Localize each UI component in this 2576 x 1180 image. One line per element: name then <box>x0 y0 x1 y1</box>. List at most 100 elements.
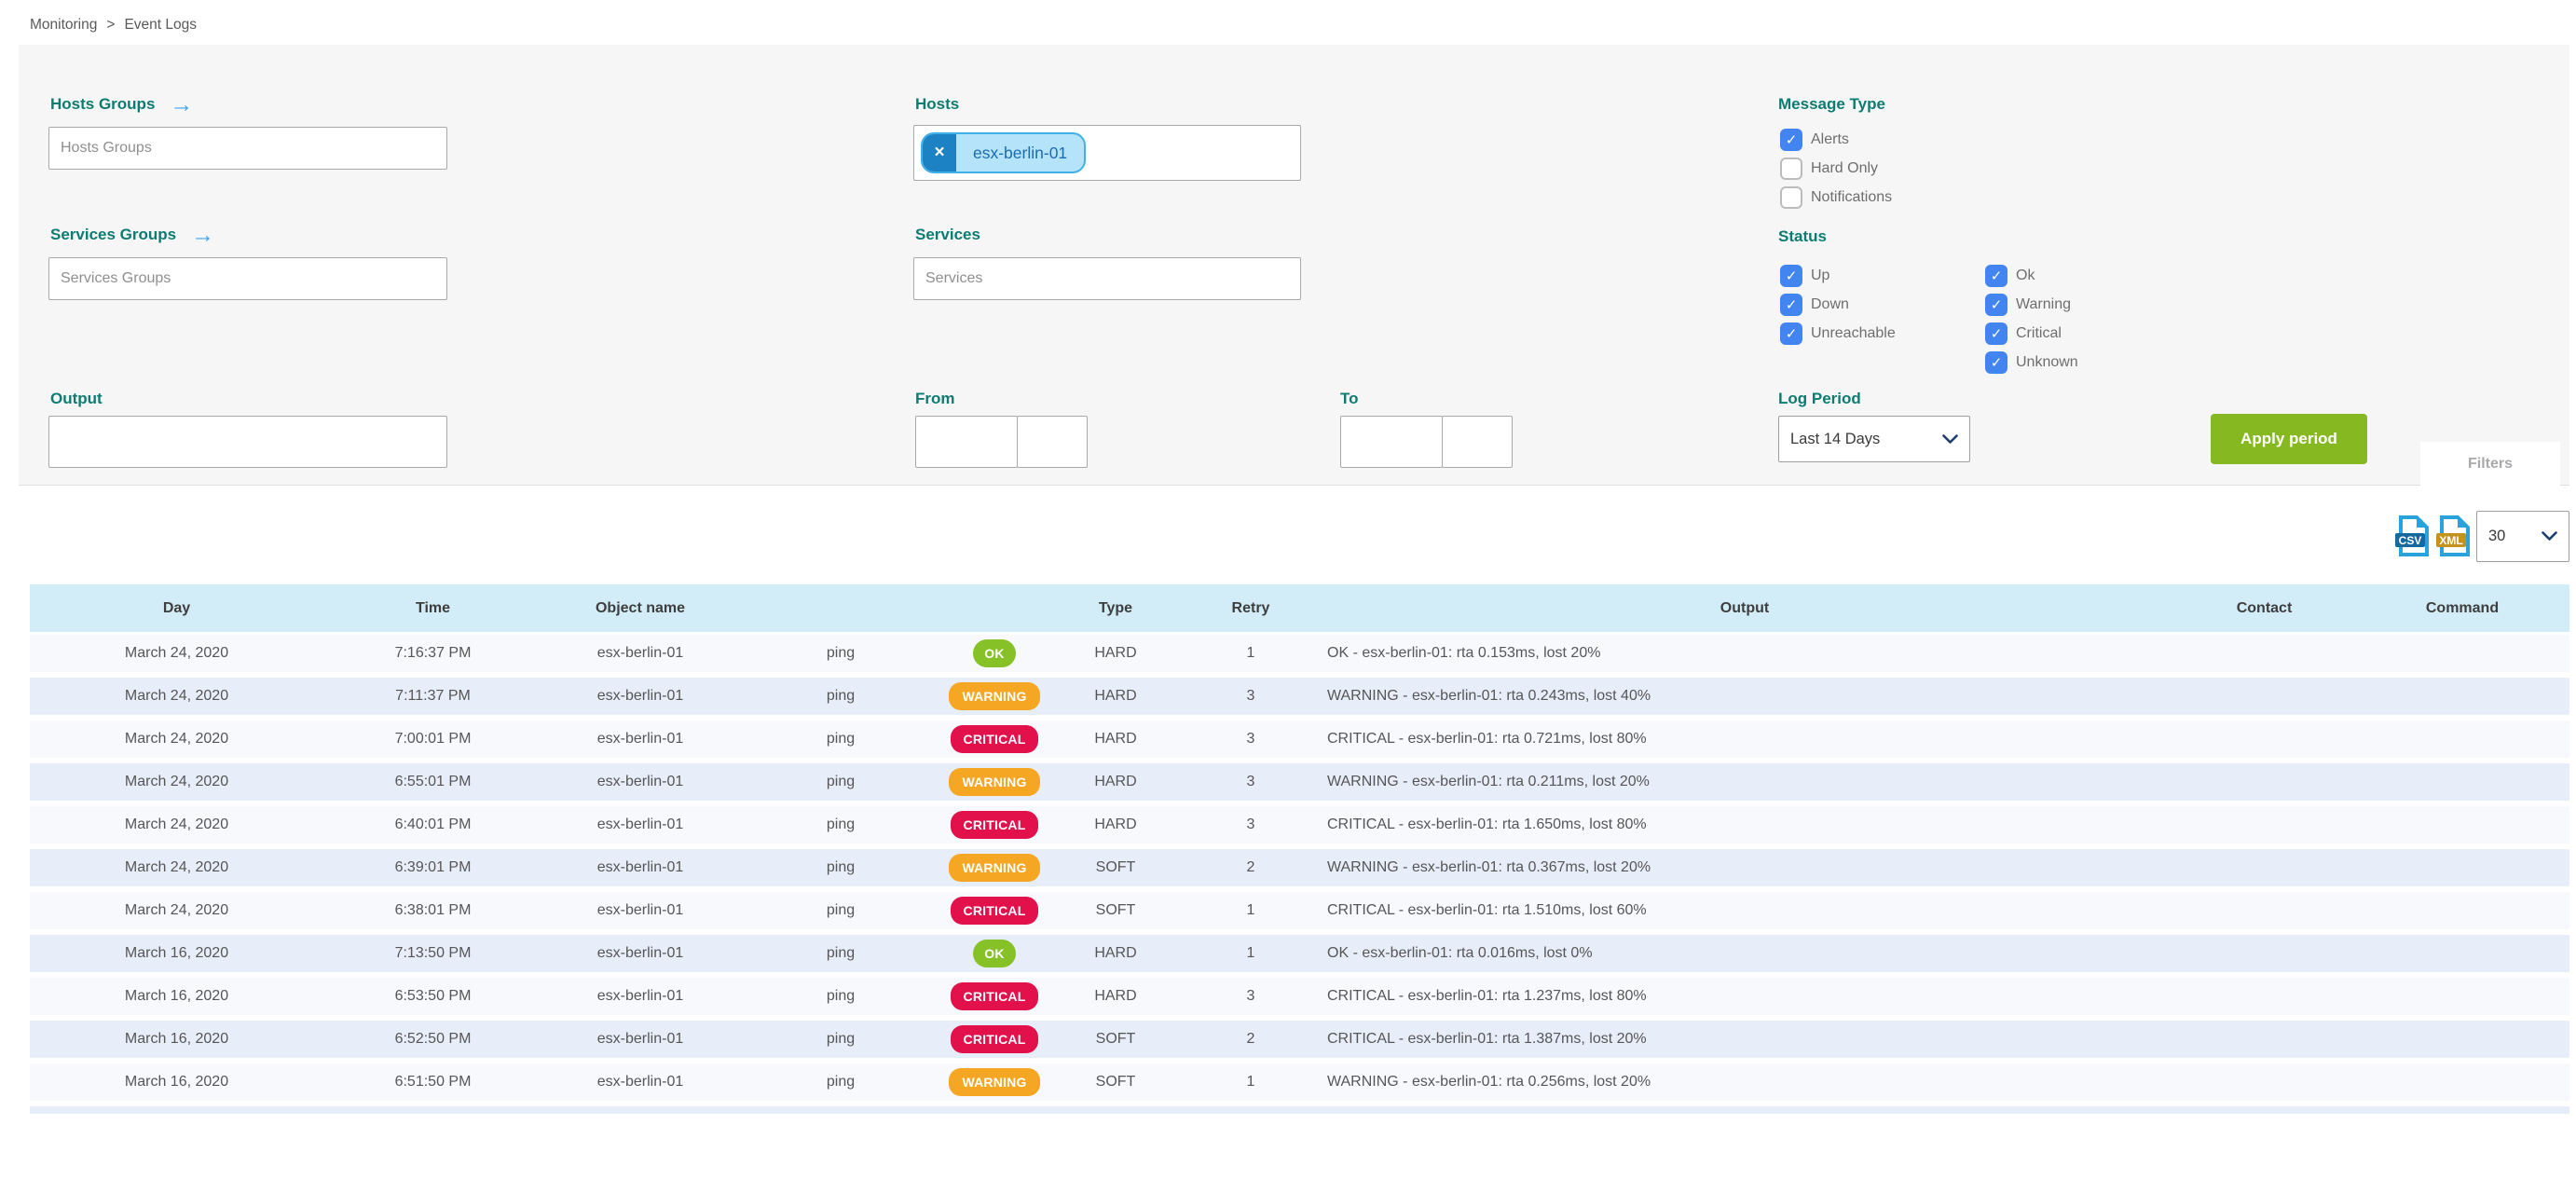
log-period-select[interactable]: Last 14 Days <box>1778 416 1970 462</box>
cell-day: March 16, 2020 <box>30 935 323 978</box>
cell-output: WARNING - esx-berlin-01: rta 0.256ms, lo… <box>1316 1063 2173 1106</box>
cell-status: CRITICAL <box>943 978 1046 1021</box>
checked-checkbox-icon[interactable]: ✓ <box>1780 265 1802 287</box>
cell-command <box>2355 849 2569 892</box>
checkbox-up[interactable]: ✓ Up <box>1780 265 1896 287</box>
status-badge: CRITICAL <box>950 897 1039 925</box>
hosts-groups-input[interactable] <box>48 127 447 170</box>
column-header-time: Time <box>323 584 542 635</box>
checkbox-critical[interactable]: ✓ Critical <box>1985 322 2078 345</box>
cell-command <box>2355 806 2569 849</box>
cell-time: 7:11:37 PM <box>323 678 542 720</box>
checkbox-unreachable[interactable]: ✓ Unreachable <box>1780 322 1896 345</box>
cell-type: HARD <box>1046 763 1185 806</box>
status-options-col1: ✓ Up ✓ Down ✓ Unreachable <box>1780 265 1896 351</box>
cell-service-name: ping <box>738 763 943 806</box>
cell-output: OK - esx-berlin-01: rta 0.016ms, lost 0% <box>1316 935 2173 978</box>
arrow-right-icon[interactable]: → <box>191 222 215 248</box>
cell-time: 6:40:01 PM <box>323 806 542 849</box>
unchecked-checkbox-icon[interactable] <box>1780 158 1802 180</box>
output-input[interactable] <box>48 416 447 468</box>
checkbox-ok[interactable]: ✓ Ok <box>1985 265 2078 287</box>
status-badge: WARNING <box>949 768 1040 796</box>
csv-export-icon[interactable]: CSV <box>2394 515 2430 556</box>
cell-command <box>2355 978 2569 1021</box>
checkbox-alerts[interactable]: ✓ Alerts <box>1780 129 1892 151</box>
column-header-command: Command <box>2355 584 2569 635</box>
to-label-text: To <box>1340 390 1359 407</box>
status-label-text: Status <box>1778 227 1827 245</box>
cell-object-name: esx-berlin-01 <box>542 892 738 935</box>
cell-command <box>2355 892 2569 935</box>
checkbox-down[interactable]: ✓ Down <box>1780 294 1896 316</box>
cell-command <box>2355 635 2569 678</box>
remove-host-chip-button[interactable]: × <box>923 134 956 172</box>
to-date-input[interactable] <box>1340 416 1443 468</box>
hosts-input[interactable]: × esx-berlin-01 <box>913 125 1301 181</box>
checked-checkbox-icon[interactable]: ✓ <box>1985 351 2007 374</box>
hosts-groups-label-text: Hosts Groups <box>50 95 156 113</box>
cell-day: March 16, 2020 <box>30 978 323 1021</box>
page-size-select[interactable]: 30 <box>2476 510 2569 562</box>
cell-retry: 1 <box>1185 1063 1316 1106</box>
output-label-text: Output <box>50 390 103 407</box>
checkbox-label: Unreachable <box>1811 325 1896 341</box>
cell-retry: 2 <box>1185 1021 1316 1063</box>
cell-contact <box>2173 678 2355 720</box>
event-log-table: Day Time Object name Type Retry Output Contact… <box>30 584 2569 1106</box>
to-time-input[interactable] <box>1442 416 1513 468</box>
checkbox-label: Warning <box>2016 296 2071 312</box>
checkbox-notifications[interactable]: Notifications <box>1780 186 1892 209</box>
services-label-text: Services <box>915 226 980 243</box>
cell-object-name: esx-berlin-01 <box>542 1021 738 1063</box>
page-size-value: 30 <box>2488 527 2506 544</box>
services-input[interactable] <box>913 257 1301 300</box>
cell-time: 6:39:01 PM <box>323 849 542 892</box>
apply-period-button[interactable]: Apply period <box>2211 414 2367 464</box>
output-label: Output <box>50 390 103 408</box>
cell-time: 7:00:01 PM <box>323 720 542 763</box>
column-header-output: Output <box>1316 584 2173 635</box>
checked-checkbox-icon[interactable]: ✓ <box>1780 129 1802 151</box>
log-period-label-text: Log Period <box>1778 390 1861 407</box>
cell-retry: 3 <box>1185 806 1316 849</box>
checkbox-warning[interactable]: ✓ Warning <box>1985 294 2078 316</box>
table-row: March 16, 2020 7:13:50 PM esx-berlin-01 pin… <box>30 935 2569 978</box>
cell-output: CRITICAL - esx-berlin-01: rta 1.510ms, l… <box>1316 892 2173 935</box>
checked-checkbox-icon[interactable]: ✓ <box>1985 265 2007 287</box>
from-time-input[interactable] <box>1017 416 1088 468</box>
xml-export-icon[interactable]: XML <box>2435 515 2471 556</box>
checkbox-hard-only[interactable]: Hard Only <box>1780 158 1892 180</box>
checked-checkbox-icon[interactable]: ✓ <box>1780 294 1802 316</box>
message-type-label: Message Type <box>1778 95 1885 114</box>
cell-service-name: ping <box>738 678 943 720</box>
breadcrumb-section[interactable]: Monitoring <box>30 17 98 33</box>
column-header <box>943 584 1046 635</box>
column-header-day: Day <box>30 584 323 635</box>
status-badge: CRITICAL <box>950 982 1039 1010</box>
host-chip: × esx-berlin-01 <box>921 132 1087 173</box>
xml-icon-label: XML <box>2439 534 2462 547</box>
checked-checkbox-icon[interactable]: ✓ <box>1780 322 1802 345</box>
checkbox-label: Unknown <box>2016 354 2078 370</box>
arrow-right-icon[interactable]: → <box>170 91 194 117</box>
status-label: Status <box>1778 227 1827 246</box>
from-date-input[interactable] <box>915 416 1018 468</box>
breadcrumb-page: Event Logs <box>124 17 197 33</box>
cell-object-name: esx-berlin-01 <box>542 678 738 720</box>
status-badge: CRITICAL <box>950 725 1039 753</box>
filters-tab[interactable]: Filters <box>2420 442 2560 487</box>
cell-day: March 24, 2020 <box>30 635 323 678</box>
checked-checkbox-icon[interactable]: ✓ <box>1985 294 2007 316</box>
status-badge: OK <box>973 940 1016 967</box>
services-groups-input[interactable] <box>48 257 447 300</box>
status-badge: CRITICAL <box>950 1025 1039 1053</box>
unchecked-checkbox-icon[interactable] <box>1780 186 1802 209</box>
cell-contact <box>2173 978 2355 1021</box>
checked-checkbox-icon[interactable]: ✓ <box>1985 322 2007 345</box>
cell-time: 6:52:50 PM <box>323 1021 542 1063</box>
checkbox-unknown[interactable]: ✓ Unknown <box>1985 351 2078 374</box>
services-groups-label: Services Groups → <box>50 222 215 248</box>
message-type-label-text: Message Type <box>1778 95 1885 113</box>
from-label-text: From <box>915 390 955 407</box>
